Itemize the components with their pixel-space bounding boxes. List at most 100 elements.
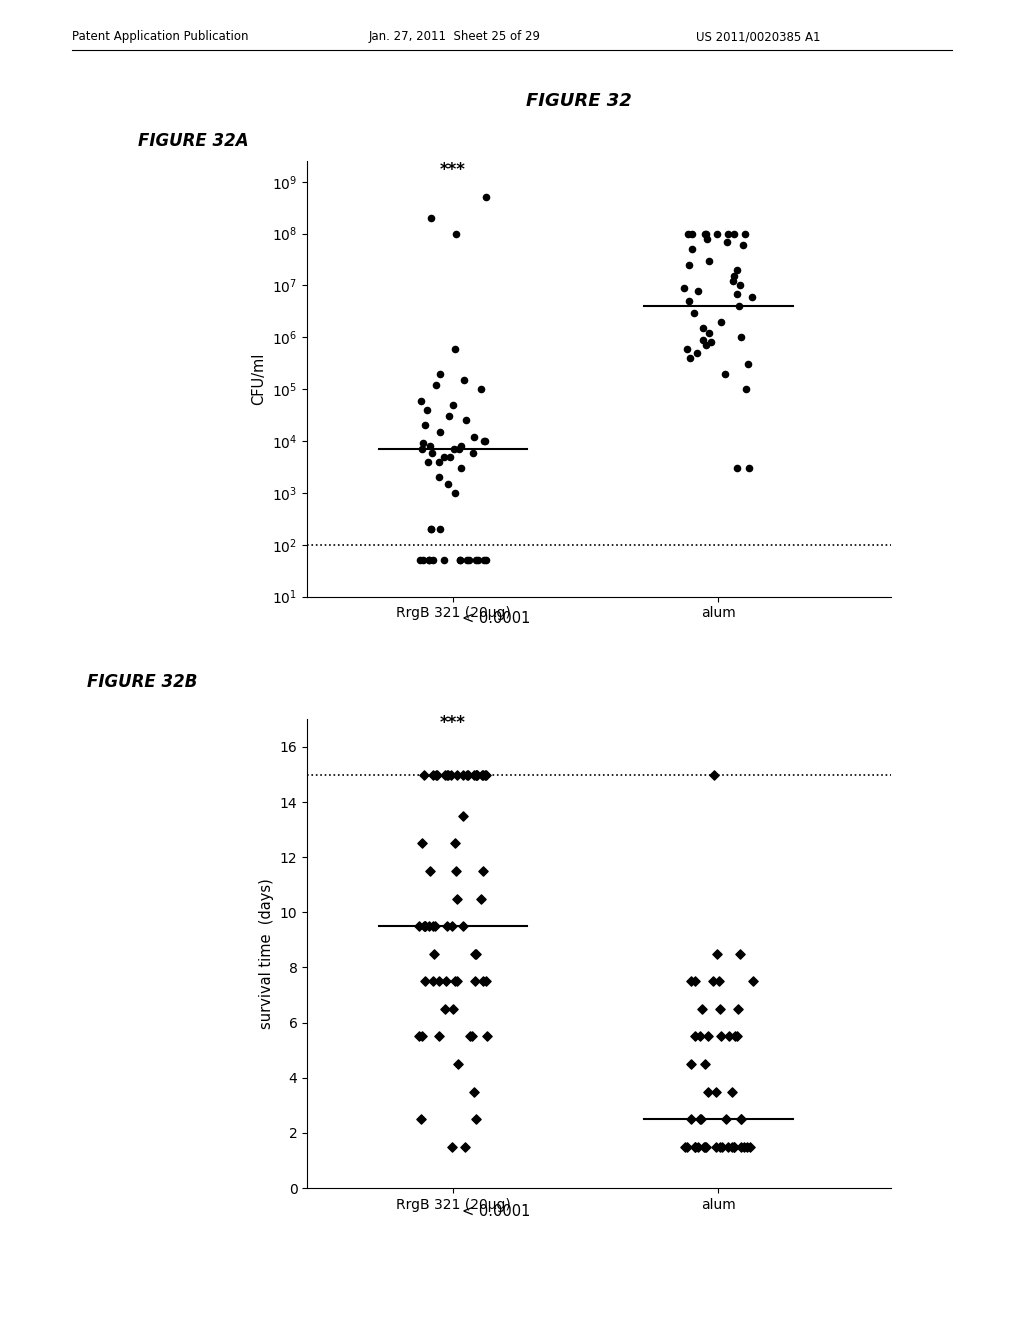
Point [465, 442, 481, 463]
Point [421, 916, 437, 937]
Point [468, 764, 484, 785]
Text: FIGURE 32: FIGURE 32 [525, 92, 632, 111]
Point [452, 438, 468, 459]
Point [464, 1026, 480, 1047]
Point [473, 379, 489, 400]
Point [705, 970, 721, 991]
Point [697, 1137, 714, 1158]
Point [479, 1026, 496, 1047]
Point [476, 550, 493, 572]
Point [444, 395, 461, 416]
Point [687, 1026, 703, 1047]
Point [692, 1026, 709, 1047]
Point [712, 998, 728, 1019]
Point [709, 223, 725, 244]
Point [477, 550, 494, 572]
Point [460, 550, 476, 572]
Point [733, 1137, 750, 1158]
Point [436, 998, 453, 1019]
Text: < 0.0001: < 0.0001 [463, 1204, 530, 1218]
Point [476, 430, 493, 451]
Point [415, 433, 431, 454]
Point [444, 998, 461, 1019]
Point [676, 277, 692, 298]
Point [459, 764, 475, 785]
Point [724, 1137, 740, 1158]
Point [679, 338, 695, 359]
Point [468, 764, 484, 785]
Point [416, 764, 432, 785]
Point [737, 223, 754, 244]
Point [729, 1026, 745, 1047]
Point [683, 970, 699, 991]
Point [431, 519, 447, 540]
Point [687, 1137, 703, 1158]
Point [731, 296, 748, 317]
Point [727, 1026, 743, 1047]
Point [428, 375, 444, 396]
Point [447, 861, 464, 882]
Point [435, 446, 452, 467]
Point [477, 187, 494, 209]
Point [477, 970, 494, 991]
Point [475, 764, 492, 785]
Point [453, 436, 469, 457]
Point [423, 519, 439, 540]
Point [694, 329, 711, 350]
Point [684, 223, 700, 244]
Point [422, 436, 438, 457]
Point [696, 1053, 713, 1074]
Point [436, 550, 453, 572]
Point [430, 467, 446, 488]
Point [700, 1026, 717, 1047]
Point [737, 379, 754, 400]
Point [470, 550, 486, 572]
Y-axis label: CFU/ml: CFU/ml [252, 352, 266, 405]
Point [466, 764, 482, 785]
Point [412, 550, 428, 572]
Point [467, 970, 483, 991]
Point [741, 1137, 758, 1158]
Point [723, 1081, 739, 1102]
Point [411, 1026, 427, 1047]
Point [450, 1053, 466, 1074]
Point [708, 1081, 724, 1102]
Point [736, 1137, 753, 1158]
Point [446, 833, 463, 854]
Point [466, 426, 482, 447]
Point [472, 888, 488, 909]
Point [443, 916, 460, 937]
Point [449, 888, 465, 909]
Point [428, 764, 444, 785]
Point [421, 550, 437, 572]
Point [449, 223, 465, 244]
Point [692, 1109, 709, 1130]
Point [725, 1137, 741, 1158]
Point [423, 519, 439, 540]
Point [680, 223, 696, 244]
Point [413, 391, 429, 412]
Point [452, 550, 468, 572]
Point [731, 942, 748, 964]
Point [425, 916, 441, 937]
Text: ***: *** [440, 161, 466, 180]
Point [467, 1109, 483, 1130]
Point [414, 1026, 430, 1047]
Point [726, 223, 742, 244]
Point [425, 970, 441, 991]
Point [695, 318, 712, 339]
Point [439, 916, 456, 937]
Point [683, 1109, 699, 1130]
Point [682, 347, 698, 368]
Point [415, 550, 431, 572]
Point [438, 764, 455, 785]
Point [449, 970, 465, 991]
Point [442, 446, 459, 467]
Point [744, 970, 761, 991]
Point [411, 916, 427, 937]
Point [698, 223, 715, 244]
Point [425, 764, 441, 785]
Point [709, 1137, 725, 1158]
Point [452, 550, 468, 572]
Text: ***: *** [440, 714, 466, 731]
